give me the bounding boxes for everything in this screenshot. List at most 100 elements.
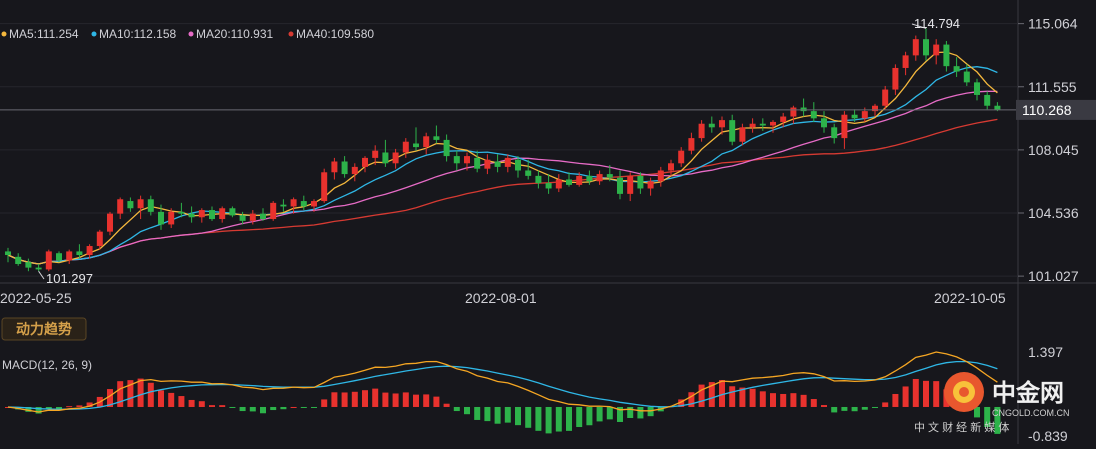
candle-body — [729, 120, 736, 142]
macd-histogram-bar — [739, 387, 746, 407]
candle-body — [566, 179, 572, 185]
candle-body — [606, 174, 613, 178]
macd-histogram-bar — [351, 391, 358, 407]
candle-body — [249, 213, 256, 221]
candle-body — [749, 123, 756, 128]
candle-body — [688, 138, 695, 151]
candle-body — [555, 179, 562, 189]
candle-body — [423, 136, 430, 148]
macd-histogram-bar — [280, 406, 287, 410]
macd-histogram-bar — [413, 394, 419, 407]
macd-histogram-bar — [147, 382, 154, 407]
macd-histogram-bar — [515, 406, 521, 426]
legend-ma40: MA40:109.580 — [296, 27, 374, 41]
candle-body — [229, 208, 236, 216]
watermark-name: 中金网 — [992, 379, 1064, 407]
candle-body — [668, 163, 674, 171]
macd-histogram-bar — [402, 392, 409, 407]
candle-body — [382, 152, 389, 164]
candle-body — [831, 127, 838, 139]
candle-body — [127, 201, 134, 209]
low-marker-label: 101.297 — [46, 271, 93, 286]
candle-body — [56, 253, 62, 261]
candle-body — [15, 256, 22, 265]
macd-histogram-bar — [831, 406, 838, 413]
date-tick-2: 2022-08-01 — [465, 290, 537, 306]
macd-histogram-bar — [759, 391, 766, 407]
candle-body — [708, 123, 715, 128]
candle-body — [657, 170, 664, 182]
macd-histogram-bar — [198, 401, 205, 407]
ma40-line — [7, 118, 998, 265]
candle-body — [351, 166, 358, 175]
macd-histogram-bar — [821, 405, 827, 407]
macd-histogram-bar — [892, 393, 899, 407]
macd-histogram-bar — [780, 393, 787, 407]
candle-body — [800, 107, 807, 112]
candle-body — [443, 139, 450, 157]
indicator-badge[interactable]: 动力趋势 — [1, 317, 87, 341]
macd-panel: 1.397 -0.839 — [5, 344, 1068, 444]
macd-histogram-bar — [249, 406, 256, 412]
candle-body — [963, 71, 970, 83]
macd-histogram-bar — [178, 396, 185, 407]
macd-histogram-bar — [127, 380, 134, 407]
macd-histogram-bar — [678, 399, 685, 407]
high-marker-label: 114.794 — [914, 16, 960, 31]
ma5-line — [7, 51, 998, 265]
candle-body — [933, 44, 940, 56]
candle-body — [953, 66, 960, 72]
price-axis: 115.064 111.555 108.045 104.536 101.027 — [1018, 16, 1079, 284]
macd-histogram-bar — [698, 384, 705, 407]
candle-body — [759, 123, 766, 126]
candle-body — [321, 172, 328, 202]
candle-body — [923, 39, 929, 56]
macd-dif-line — [7, 351, 998, 413]
candle-body — [362, 157, 368, 167]
macd-histogram-bar — [56, 406, 62, 409]
candle-body — [984, 94, 991, 106]
macd-histogram-bar — [423, 394, 430, 407]
macd-histogram-bar — [535, 406, 542, 431]
date-axis: 2022-05-25 2022-08-01 2022-10-05 — [0, 290, 1006, 306]
candle-body — [892, 67, 899, 90]
macd-histogram-bar — [260, 406, 266, 414]
macd-histogram-bar — [392, 393, 399, 407]
macd-histogram-bar — [484, 406, 491, 422]
candle-body — [158, 211, 164, 225]
extreme-markers: 114.794 101.297 — [38, 16, 960, 286]
macd-histogram-bar — [912, 378, 919, 407]
macd-histogram-bar — [443, 403, 450, 407]
watermark-tagline: 中 文 财 经 新 媒 体 — [914, 420, 1009, 434]
price-tick-label: 108.045 — [1028, 142, 1079, 158]
macd-histogram-bar — [464, 406, 470, 415]
price-tick-label: 104.536 — [1028, 205, 1079, 221]
macd-histogram-bar — [800, 394, 807, 407]
candle-body — [392, 152, 399, 164]
macd-histogram-bar — [851, 406, 858, 412]
candle-body — [311, 201, 317, 207]
macd-histogram-bar — [321, 399, 328, 407]
candle-body — [627, 175, 634, 194]
macd-histogram-bar — [35, 406, 42, 414]
macd-histogram-bar — [688, 392, 695, 407]
macd-histogram-bar — [137, 378, 144, 407]
current-price-tag: 110.268 — [0, 99, 1096, 120]
candle-body — [372, 150, 379, 158]
candle-body — [647, 181, 654, 189]
macd-histogram-bar — [841, 406, 848, 411]
candle-body — [188, 213, 195, 218]
macd-histogram-bar — [66, 406, 73, 408]
macd-histogram-bar — [545, 406, 552, 434]
macd-histogram-bar — [188, 399, 195, 407]
macd-tick-label: 1.397 — [1028, 344, 1063, 360]
candle-body — [484, 159, 491, 169]
macd-histogram-bar — [576, 406, 583, 428]
macd-histogram-bar — [719, 380, 725, 407]
candle-body — [617, 177, 623, 194]
candle-body — [96, 231, 103, 247]
candle-body — [851, 114, 858, 119]
macd-histogram-bar — [984, 406, 991, 428]
